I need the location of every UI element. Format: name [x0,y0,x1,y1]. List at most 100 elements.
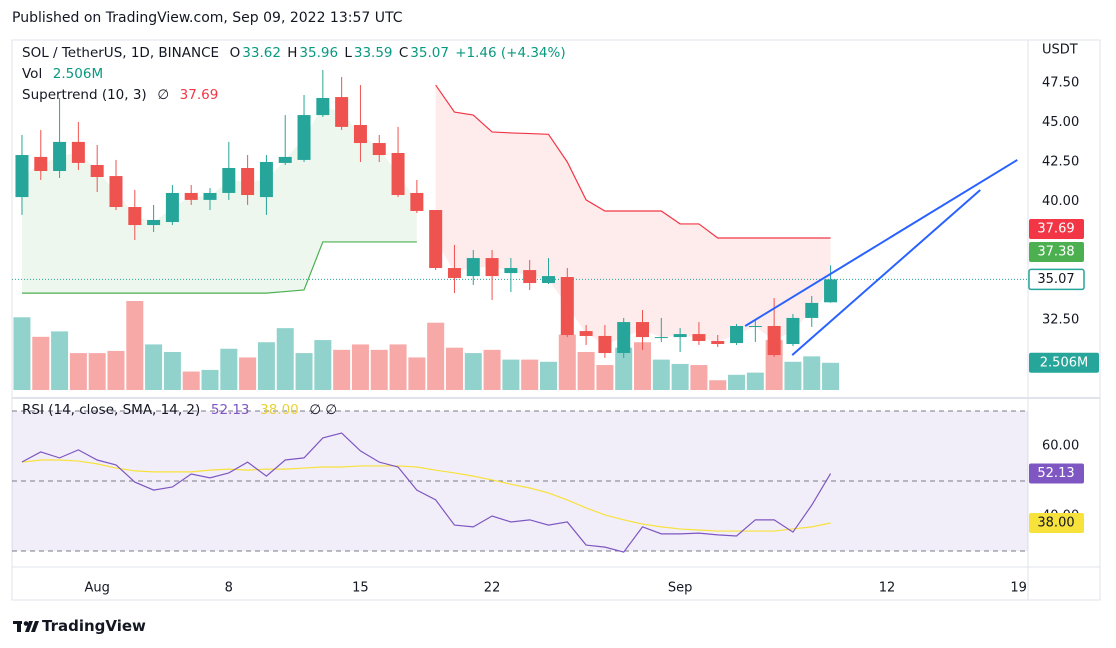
candle-body [447,268,461,278]
candle-body [128,207,142,226]
volume-bar [13,317,31,390]
ohlc-letter: O [229,45,241,61]
volume-bar [88,353,106,390]
price-label-box [1029,218,1084,239]
candle-body [147,219,161,226]
candle-body [222,167,236,193]
supertrend-fill [21,106,417,294]
candle-body [241,167,255,196]
candle-body [203,192,217,200]
volume-bar [615,347,633,390]
volume-bar [314,340,332,390]
candle-body [372,143,386,156]
y-tick-label: 32.50 [1042,313,1079,328]
trendline [791,189,981,356]
ohlc-value: 35.96 [299,45,339,61]
symbol-title: SOL / TetherUS, 1D, BINANCE [22,45,220,61]
rsi-value: 52.13 [210,402,250,418]
volume-bar [634,342,652,390]
volume-bar [220,348,238,390]
candle-body [71,141,85,163]
rsi-line [21,432,832,553]
candle-body [278,156,292,163]
x-tick-label: Aug [84,581,109,596]
supertrend-line [435,84,831,239]
candle-body [391,152,405,196]
x-tick-label: 22 [484,581,501,596]
volume-bar [389,344,407,390]
sma-value: 38.00 [260,402,299,418]
volume-bar [746,372,764,390]
candle-body [748,326,762,328]
candle-body [109,176,123,208]
logo-shape [31,621,39,632]
candle-body [316,97,330,116]
rsi-label-box [1029,463,1084,484]
volume-bar [577,352,595,390]
ohlc-letter: H [287,45,298,61]
price-label: 37.69 [1037,221,1074,236]
candle-body [711,341,725,345]
legend-row: SOL / TetherUS, 1D, BINANCE O 33.62 H 35.9… [22,43,568,64]
volume-bar [671,363,689,390]
price-label-box [1029,241,1084,262]
volume-bar [145,344,163,390]
candle-body [15,155,29,198]
candle-body [786,317,800,345]
y-tick-label: 60.00 [1042,439,1079,454]
y-tick-label: 45.00 [1042,115,1079,130]
volume-bar [483,349,501,390]
candle-body [824,279,838,303]
supertrend-name: Supertrend (10, 3) [22,87,147,103]
x-tick-label: 12 [879,581,896,596]
supertrend-line [21,241,417,294]
candle-body [429,210,443,269]
volume-label: 2.506M [1040,355,1088,370]
volume-label-box [1029,352,1099,373]
candle-body [579,331,593,336]
volume-bar [521,359,539,390]
candle-body [34,156,48,171]
sma-label-box [1029,513,1084,534]
volume-bar [182,371,200,390]
x-tick-label: 8 [225,581,233,596]
supertrend-symbol: ∅ [157,87,170,103]
candle-body [541,276,555,284]
candle-body [617,322,631,354]
published-header: Published on TradingView.com, Sep 09, 20… [12,10,403,26]
y-tick-label: 47.50 [1042,75,1079,90]
price-label-box [1028,268,1085,291]
volume-bar [690,365,708,390]
volume-bar [201,369,219,390]
price-legend: SOL / TetherUS, 1D, BINANCE O 33.62 H 35.9… [22,43,568,106]
price-label: 37.38 [1037,244,1074,259]
volume-bar [333,349,351,390]
volume-bar [822,362,840,390]
trendline [744,159,1018,327]
candle-body [504,268,518,274]
rsi-legend: RSI (14, close, SMA, 14, 2) 52.13 38.00 … [22,400,339,421]
volume-bar [51,331,69,390]
candle-body [184,192,198,200]
supertrend-value: 37.69 [179,87,219,103]
ohlc-value: 33.62 [242,45,281,61]
ohlc-letter: C [398,45,409,61]
axis-unit: USDT [1042,43,1078,58]
candle-body [673,334,687,338]
y-tick-label: 42.50 [1042,154,1079,169]
rsi-symbols: ∅ ∅ [309,402,338,418]
footer-brand: TradingView [42,617,146,635]
logo-shape [23,621,29,626]
rsi-label: 52.13 [1037,466,1074,481]
logo-shape [25,621,33,632]
x-tick-label: Sep [668,581,693,596]
legend-row: Supertrend (10, 3) ∅ 37.69 [22,85,568,106]
volume-bar [107,350,125,390]
volume-bar [596,365,614,390]
volume-bar [803,356,821,390]
volume-bar [69,353,87,390]
volume-bar [464,353,482,390]
volume-bar [257,342,275,390]
volume-bar [539,361,557,390]
volume-bar [351,344,369,390]
